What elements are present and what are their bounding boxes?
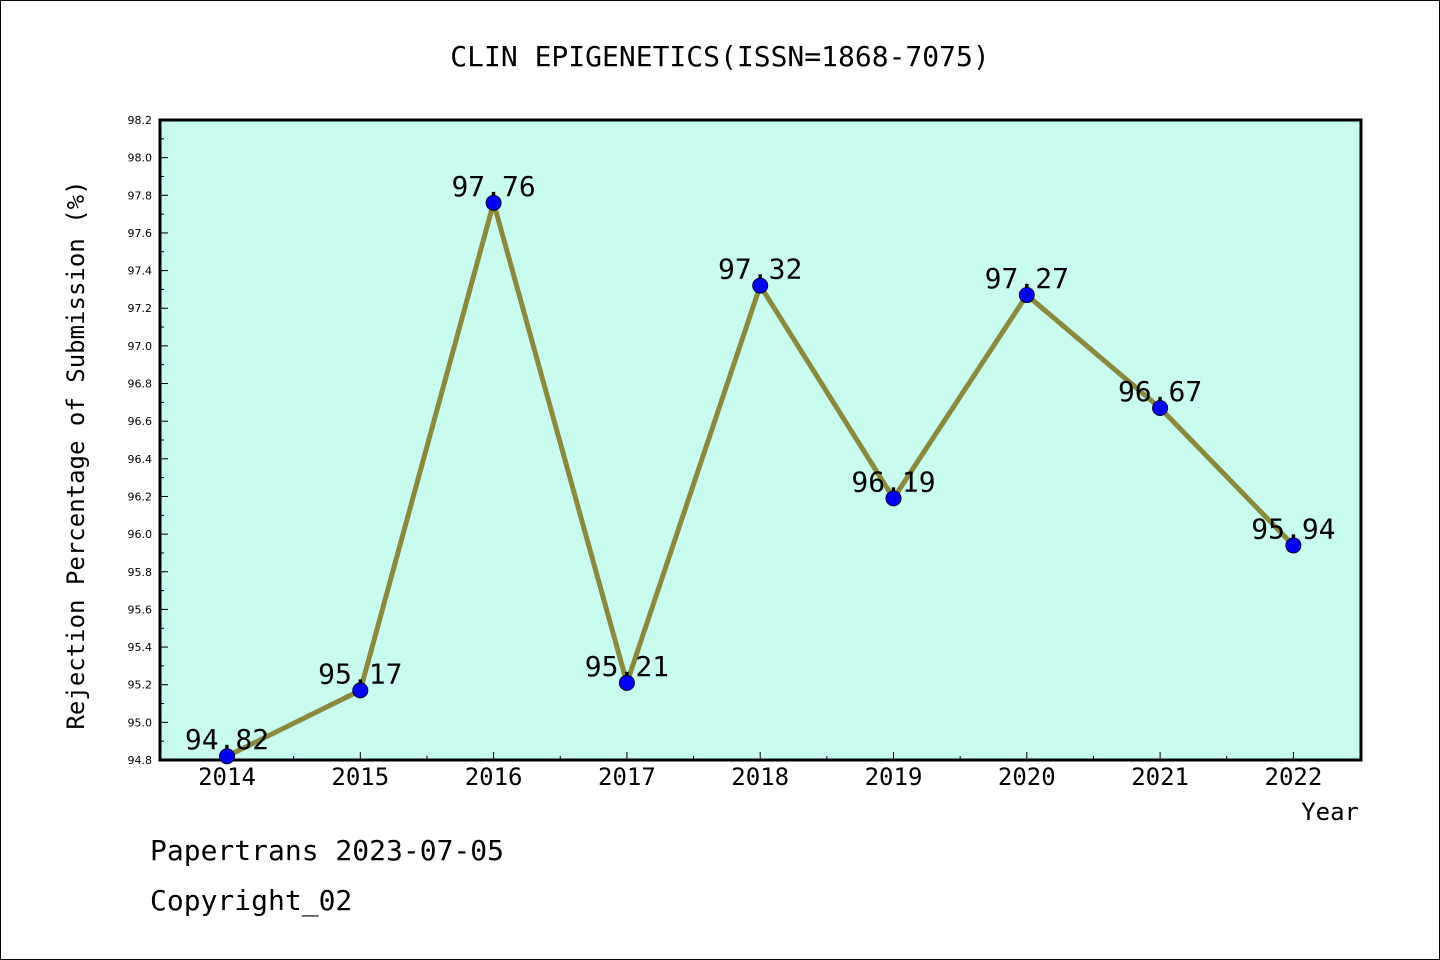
y-tick-label: 95.4: [128, 641, 153, 654]
y-tick-label: 97.0: [128, 340, 153, 353]
data-point: [618, 674, 635, 691]
x-tick-label: 2014: [198, 763, 256, 791]
x-tick-label: 2021: [1131, 763, 1189, 791]
data-points: [219, 194, 1302, 765]
y-axis-title: Rejection Percentage of Submission (%): [62, 180, 90, 729]
data-point: [752, 277, 769, 294]
y-tick-label: 96.8: [128, 378, 153, 391]
chart-title: CLIN EPIGENETICS(ISSN=1868-7075): [450, 40, 989, 73]
data-label: 96.67: [1118, 375, 1202, 408]
data-label: 95.94: [1251, 512, 1335, 545]
x-tick-label: 2015: [331, 763, 389, 791]
y-tick-label: 98.2: [128, 114, 153, 127]
data-point: [1152, 400, 1169, 416]
x-tick-label: 2022: [1265, 763, 1323, 791]
y-tick-label: 95.0: [128, 716, 153, 729]
data-label: 97.76: [451, 170, 535, 203]
data-label: 95.17: [318, 657, 402, 690]
y-tick-label: 97.4: [128, 265, 153, 278]
y-tick-label: 97.6: [128, 227, 153, 240]
data-point: [885, 490, 902, 507]
y-axis: 94.8 95.0 95.2 95.4 95.6 95.8 96.0 96.2 96.4 96.6…: [128, 114, 168, 767]
data-label: 97.27: [985, 262, 1069, 295]
x-axis-title: Year: [1301, 798, 1359, 826]
x-tick-label: 2018: [731, 763, 789, 791]
data-label: 97.32: [718, 253, 802, 286]
y-tick-label: 96.6: [128, 415, 153, 428]
y-tick-label: 97.2: [128, 302, 153, 315]
x-tick-label: 2016: [465, 763, 523, 791]
x-axis: 2014 2015 2016 2017 2018 2019 2020 2021 2022: [198, 752, 1322, 791]
y-tick-label: 97.8: [128, 189, 153, 202]
data-label: 96.19: [851, 465, 935, 498]
footer-copyright-text: Copyright_02: [150, 884, 353, 917]
y-tick-label: 96.4: [128, 453, 153, 466]
y-tick-label: 96.2: [128, 490, 153, 503]
data-label: 94.82: [185, 723, 269, 756]
data-point: [485, 194, 502, 211]
y-tick-label: 95.2: [128, 679, 153, 692]
data-point: [219, 748, 235, 765]
data-point: [1018, 287, 1035, 304]
plot-area: [158, 118, 1363, 762]
y-tick-label: 95.8: [128, 566, 153, 579]
y-tick-label: 95.6: [128, 603, 153, 616]
data-label: 95.21: [585, 650, 669, 683]
data-point: [352, 682, 369, 699]
data-point: [1285, 537, 1302, 554]
x-tick-label: 2019: [865, 763, 923, 791]
data-labels: 94.82 95.17 97.76 95.21 97.32 96.19 97.27 96.67…: [185, 170, 1336, 756]
footer-date-text: Papertrans 2023-07-05: [150, 834, 505, 867]
x-tick-label: 2017: [598, 763, 656, 791]
y-tick-label: 94.8: [128, 754, 153, 767]
x-tick-label: 2020: [998, 763, 1056, 791]
y-tick-label: 96.0: [128, 528, 153, 541]
y-tick-label: 98.0: [128, 152, 153, 165]
